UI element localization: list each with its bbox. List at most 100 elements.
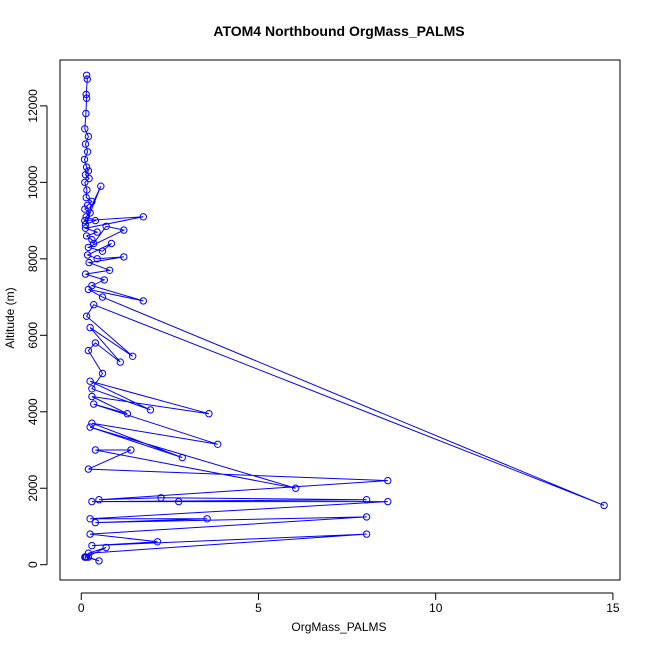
data-point: [90, 301, 98, 309]
data-point: [81, 125, 89, 133]
data-point: [100, 276, 109, 284]
data-point: [362, 496, 371, 504]
data-point: [88, 236, 96, 244]
data-point: [91, 339, 100, 347]
data-point: [82, 163, 91, 171]
data-point: [82, 232, 91, 240]
data-point: [82, 213, 90, 221]
plot-area: [80, 71, 608, 565]
data-point: [102, 543, 110, 552]
data-point: [84, 346, 93, 355]
data-point: [88, 392, 96, 401]
data-point: [91, 518, 100, 527]
data-point: [88, 541, 96, 550]
data-point: [146, 406, 155, 414]
y-tick-label: 0: [26, 561, 40, 568]
data-point: [90, 400, 98, 408]
data-point: [85, 258, 93, 267]
y-tick-label: 8000: [26, 245, 40, 272]
data-point: [81, 270, 90, 278]
data-point: [93, 255, 101, 263]
data-point: [203, 515, 211, 523]
data-point: [84, 285, 93, 294]
data-point: [97, 182, 105, 190]
data-point: [139, 297, 148, 305]
x-tick-label: 10: [429, 601, 443, 615]
data-point: [84, 553, 93, 561]
data-point: [98, 293, 107, 301]
plot-frame: [59, 59, 621, 581]
data-point: [84, 465, 93, 473]
data-point: [84, 243, 93, 252]
data-point: [82, 94, 91, 102]
data-point: [90, 239, 98, 248]
data-point: [95, 557, 103, 565]
data-point: [120, 253, 128, 261]
chart-title: ATOM4 Northbound OrgMass_PALMS: [213, 23, 464, 39]
data-point: [153, 538, 162, 546]
data-point: [84, 132, 93, 141]
data-point: [83, 75, 92, 83]
x-tick-label: 5: [255, 601, 262, 615]
data-point: [175, 497, 183, 506]
data-point: [362, 513, 371, 521]
y-tick-label: 2000: [26, 475, 40, 502]
data-point: [83, 251, 92, 259]
data-point: [81, 553, 89, 561]
data-point: [82, 71, 91, 80]
data-point: [82, 312, 91, 320]
series-line: [83, 75, 605, 562]
data-point: [81, 140, 90, 148]
y-tick-label: 6000: [26, 322, 40, 349]
data-point: [157, 494, 165, 502]
data-point: [98, 247, 107, 255]
data-point: [93, 228, 101, 236]
data-point: [86, 530, 94, 538]
x-axis: 0 5 10 15: [78, 592, 620, 615]
data-point: [116, 358, 125, 366]
data-point: [82, 109, 90, 118]
data-point: [82, 193, 90, 202]
data-point: [86, 323, 94, 332]
data-point: [88, 497, 96, 506]
data-point: [384, 497, 392, 506]
data-point: [107, 239, 116, 248]
y-axis-label: Altitude (m): [3, 287, 17, 348]
data-point: [98, 369, 107, 378]
data-point: [83, 186, 91, 194]
data-point: [102, 222, 110, 231]
y-tick-label: 4000: [26, 398, 40, 425]
data-point: [178, 453, 187, 462]
data-point: [81, 216, 89, 225]
data-point: [86, 209, 94, 217]
data-point: [362, 530, 371, 538]
data-point: [88, 197, 96, 206]
data-point: [81, 205, 89, 213]
data-point: [384, 476, 392, 485]
data-point: [139, 213, 148, 221]
data-point: [95, 496, 103, 504]
x-axis-label: OrgMass_PALMS: [291, 620, 386, 634]
y-tick-label: 10000: [26, 165, 40, 199]
data-point: [86, 377, 94, 385]
data-point: [88, 385, 96, 393]
data-point: [85, 174, 93, 183]
y-axis: 0 2000 4000 6000 8000 10000 12000: [26, 89, 48, 568]
data-point: [120, 226, 128, 234]
data-point: [81, 178, 89, 187]
data-point: [214, 440, 222, 448]
x-tick-label: 0: [78, 601, 85, 615]
data-point: [80, 155, 89, 164]
data-point: [292, 484, 300, 492]
data-point: [123, 410, 132, 418]
data-point: [82, 90, 90, 99]
data-point: [127, 446, 135, 454]
data-point: [91, 216, 100, 225]
data-point: [81, 220, 90, 229]
data-point: [86, 423, 94, 431]
data-point: [91, 446, 100, 454]
data-point: [86, 515, 94, 523]
data-point: [88, 419, 96, 427]
data-point: [600, 501, 608, 510]
